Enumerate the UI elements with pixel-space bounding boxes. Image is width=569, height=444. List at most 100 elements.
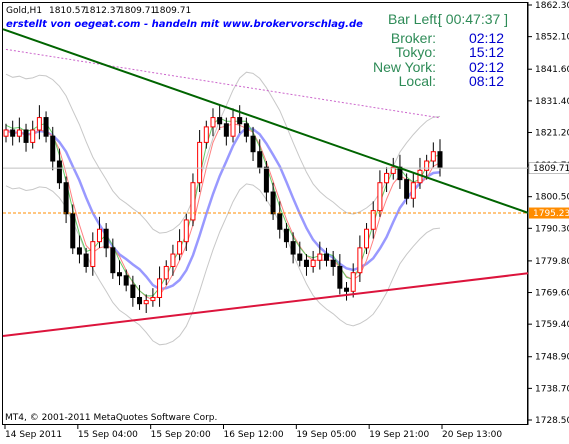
candle-body [3, 129, 9, 137]
candle-body [437, 151, 443, 168]
candle-body [90, 241, 96, 267]
candle-body [263, 166, 269, 193]
candle-body [16, 129, 22, 137]
newyork-label: New York: [373, 59, 436, 75]
local-label: Local: [399, 73, 436, 89]
price-tick-label: 1779.80 [535, 257, 569, 267]
tokyo-time: 15:12 [469, 44, 504, 60]
candle-body [410, 182, 416, 199]
candle-body [10, 129, 16, 137]
price-tick-label: 1738.70 [535, 384, 569, 394]
price-tick-label: 1831.40 [535, 97, 569, 107]
candle-body [143, 300, 149, 305]
candle-body [96, 228, 102, 243]
fast-ma-line [5, 123, 441, 301]
session-info-panel: Bar Left: [ 00:47:37 ] Broker: 02:12 Tok… [373, 11, 508, 89]
broker-label: Broker: [391, 30, 436, 46]
price-tick-label: 1862.30 [535, 1, 569, 11]
support-trendline[interactable] [2, 272, 529, 337]
symbol-label: Gold,H1 [6, 6, 42, 16]
time-tick-label: 19 Sep 05:00 [296, 430, 356, 440]
price-tick-label: 1800.50 [535, 193, 569, 203]
copyright-text: MT4, © 2001-2011 MetaQuotes Software Cor… [5, 413, 217, 423]
time-tick-label: 20 Sep 13:00 [442, 430, 502, 440]
candle-body [303, 259, 309, 267]
candle-body [283, 228, 289, 243]
candle-body [76, 247, 82, 255]
banner-text: erstellt von oegeat.com - handeln mit ww… [6, 19, 363, 30]
price-tick-label: 1841.60 [535, 65, 569, 75]
low-value: 1809.71 [119, 6, 156, 16]
candle-body [30, 129, 36, 143]
price-tick-label: 1821.20 [535, 128, 569, 138]
candle-body [117, 272, 123, 277]
time-tick-label: 14 Sep 2011 [5, 430, 62, 440]
resistance-trendline[interactable] [2, 28, 529, 214]
price-tick-label: 1790.30 [535, 224, 569, 234]
candle-body [203, 126, 209, 143]
candle-body [277, 213, 283, 230]
slow-moving-average [5, 126, 441, 291]
bar-left-label: Bar Left: [388, 11, 441, 27]
time-tick-label: 15 Sep 20:00 [151, 430, 211, 440]
time-tick-label: 15 Sep 04:00 [78, 430, 138, 440]
candle-body [344, 287, 350, 292]
candle-body [310, 259, 316, 267]
candle-body [337, 265, 343, 289]
candle-body [317, 253, 323, 261]
level-price-tag: 1795.23 [529, 207, 569, 219]
candle-body [150, 296, 156, 302]
candle-body [123, 275, 129, 286]
level-price-label: 1795.23 [533, 209, 569, 219]
candle-body [390, 166, 396, 174]
candle-body [430, 151, 436, 162]
candle-body [163, 265, 169, 280]
bollinger-bands [5, 71, 441, 346]
candle-body [157, 278, 163, 298]
candle-body [290, 241, 296, 255]
fast-moving-average [5, 123, 441, 301]
candle-body [370, 210, 376, 230]
candle-body [110, 247, 116, 274]
candle-body [43, 117, 49, 137]
broker-time: 02:12 [469, 30, 504, 46]
candle-body [217, 117, 223, 125]
newyork-time: 02:12 [469, 59, 504, 75]
candle-body [424, 160, 430, 171]
last-price-label: 1809.71 [533, 164, 569, 174]
candle-body [190, 182, 196, 221]
time-axis: 14 Sep 2011 15 Sep 04:00 15 Sep 20:00 16 Se… [4, 425, 502, 440]
candle-body [210, 117, 216, 128]
candle-body [130, 284, 136, 298]
candle-body [404, 179, 410, 199]
candle-body [197, 141, 203, 184]
tokyo-label: Tokyo: [396, 44, 436, 60]
candle-body [70, 213, 76, 249]
price-tick-label: 1748.90 [535, 353, 569, 363]
candle-body [170, 253, 176, 267]
candle-body [83, 253, 89, 267]
candle-body [177, 241, 183, 255]
candle-body [243, 123, 249, 137]
candle-body [50, 135, 56, 162]
bollinger-lower [5, 183, 441, 346]
open-value: 1810.57 [49, 6, 86, 16]
candle-body [323, 253, 329, 261]
close-value: 1809.71 [154, 6, 191, 16]
candle-body [350, 272, 356, 292]
long-ma-line [5, 48, 441, 119]
bar-left-value: [ 00:47:37 ] [438, 11, 508, 27]
price-tick-label: 1759.40 [535, 320, 569, 330]
local-time: 08:12 [469, 73, 504, 89]
candle-body [250, 135, 256, 153]
candle-body [237, 117, 243, 125]
candle-body [384, 172, 390, 184]
last-price-tag: 1809.71 [528, 162, 569, 174]
time-tick-label: 19 Sep 21:00 [369, 430, 429, 440]
candle-body [23, 129, 29, 143]
time-tick-label: 16 Sep 12:00 [224, 430, 284, 440]
bollinger-upper [5, 71, 441, 234]
high-value: 1812.37 [84, 6, 121, 16]
candle-body [270, 191, 276, 215]
